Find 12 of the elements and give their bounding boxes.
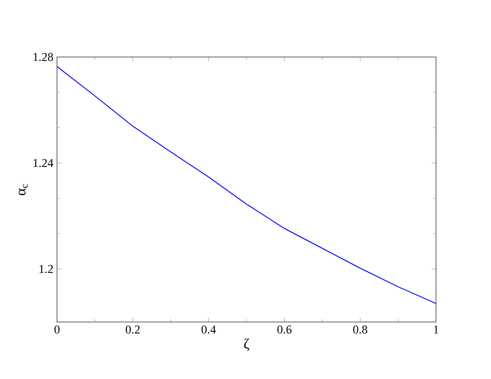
x-tick-label: 0.2 [126, 326, 140, 334]
x-tick-label: 0.4 [202, 326, 216, 334]
x-tick-label: 0.8 [353, 326, 368, 334]
x-axis-title: ζ [244, 338, 250, 352]
x-tick-label: 1 [434, 326, 438, 334]
line-series [57, 66, 436, 304]
y-tick-label: 1.24 [34, 158, 54, 168]
y-tick-label: 1.2 [40, 264, 53, 274]
y-tick-label: 1.28 [34, 52, 54, 62]
x-tick-label: 0 [54, 326, 60, 334]
x-tick-label: 0.6 [277, 326, 292, 334]
y-axis-title: α$_{c}$ [18, 184, 28, 196]
